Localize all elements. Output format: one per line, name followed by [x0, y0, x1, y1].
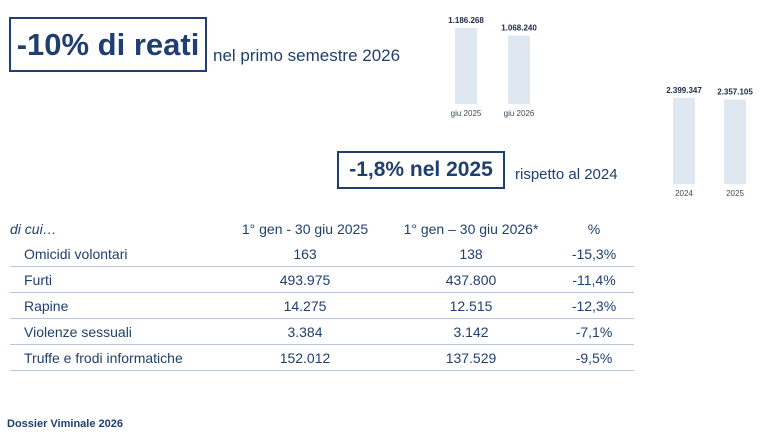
row-value-2025: 14.275: [222, 292, 388, 319]
row-percent: -15,3%: [554, 241, 634, 267]
row-percent: -7,1%: [554, 318, 634, 345]
bar-value-label: 2.357.105: [717, 88, 753, 97]
row-percent: -9,5%: [554, 344, 634, 371]
row-label: Violenze sessuali: [10, 318, 222, 345]
headline2-box: -1,8% nel 2025: [337, 151, 505, 189]
bar-1-1: [724, 99, 746, 184]
table-row: Omicidi volontari 163 138 -15,3%: [10, 241, 634, 267]
row-value-2026: 12.515: [388, 292, 554, 319]
row-value-2025: 493.975: [222, 266, 388, 293]
table-row: Violenze sessuali 3.384 3.142 -7,1%: [10, 318, 634, 345]
bar-value-label: 1.186.268: [448, 16, 484, 25]
headline-box: -10% di reati: [9, 17, 207, 72]
bar-value-label: 1.068.240: [501, 24, 537, 33]
header-percent: %: [587, 221, 601, 237]
row-percent: -12,3%: [554, 292, 634, 319]
row-percent: -11,4%: [554, 266, 634, 293]
table-row: Rapine 14.275 12.515 -12,3%: [10, 292, 634, 319]
row-label: Omicidi volontari: [10, 241, 222, 267]
bar-category-label: giu 2025: [451, 109, 482, 118]
row-value-2026: 137.529: [388, 344, 554, 371]
bar-1-0: [673, 98, 695, 184]
bar-category-label: giu 2026: [504, 109, 535, 118]
table-row: Furti 493.975 437.800 -11,4%: [10, 266, 634, 293]
semester-bar-chart: 1.186.268 giu 2025 1.068.240 giu 2026: [448, 16, 537, 118]
row-value-2026: 138: [388, 241, 554, 267]
row-value-2026: 3.142: [388, 318, 554, 345]
row-label: Rapine: [10, 292, 222, 319]
footer-source: Dossier Viminale 2026: [7, 418, 123, 430]
header-period-2026: 1° gen – 30 giu 2026*: [403, 221, 539, 237]
bar-0-0: [455, 28, 477, 104]
header-period-2025: 1° gen - 30 giu 2025: [241, 221, 369, 237]
bar-value-label: 2.399.347: [666, 86, 702, 95]
row-value-2025: 152.012: [222, 344, 388, 371]
table-row: Truffe e frodi informatiche 152.012 137.…: [10, 344, 634, 371]
row-label: Furti: [10, 266, 222, 293]
row-value-2025: 3.384: [222, 318, 388, 345]
headline2-sub: rispetto al 2024: [515, 166, 618, 183]
bar-category-label: 2025: [726, 189, 744, 198]
annual-bar-chart: 2.399.347 2024 2.357.105 2025: [666, 86, 753, 198]
row-label: Truffe e frodi informatiche: [10, 344, 222, 371]
row-value-2026: 437.800: [388, 266, 554, 293]
header-category: di cui…: [10, 221, 57, 237]
bar-category-label: 2024: [675, 189, 693, 198]
table-header-row: di cui… 1° gen - 30 giu 2025 1° gen – 30…: [10, 217, 634, 241]
headline-sub: nel primo semestre 2026: [213, 46, 401, 65]
crime-table: di cui… 1° gen - 30 giu 2025 1° gen – 30…: [10, 217, 634, 371]
bar-0-1: [508, 35, 530, 104]
headline-main: -10% di reati: [16, 26, 200, 62]
row-value-2025: 163: [222, 241, 388, 267]
headline2-main: -1,8% nel 2025: [349, 158, 493, 181]
